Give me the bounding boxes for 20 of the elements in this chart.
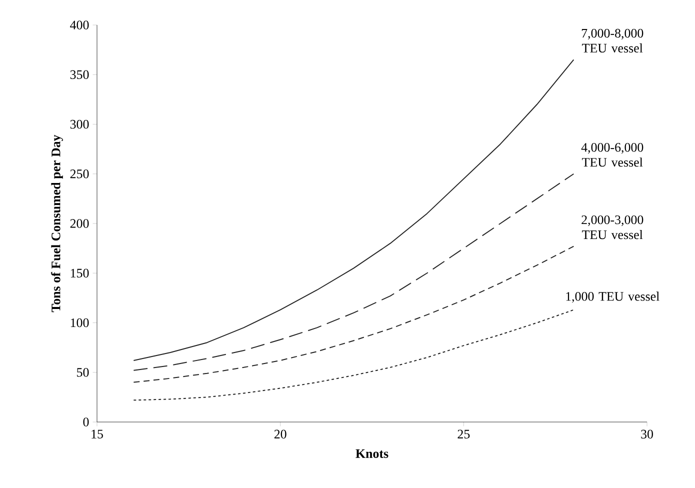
y-tick-label: 150 (70, 268, 89, 278)
x-tick-label: 30 (641, 430, 653, 439)
y-tick-label: 300 (70, 120, 89, 129)
y-tick-label: 250 (70, 170, 89, 178)
y-tick-label: 100 (70, 318, 89, 328)
line-series (133, 309, 574, 401)
series-label: 1,000 TEU vessel (566, 292, 660, 303)
y-tick-label: 350 (70, 70, 89, 79)
y-tick-label: 50 (77, 368, 89, 377)
x-tick-label: 20 (274, 430, 286, 439)
y-tick-label: 200 (70, 219, 89, 228)
x-tick-label: 15 (92, 430, 103, 438)
x-tick-label: 25 (458, 430, 470, 438)
y-tick-label: 400 (70, 20, 89, 30)
series-label: 2,000-3,000 TEU vessel (582, 215, 644, 240)
y-axis-title: Tons of Fuel Consumed per Day (51, 134, 63, 312)
series-label: 7,000-8,000 TEU vessel (582, 28, 644, 53)
series-label: 4,000-6,000 TEU vessel (581, 143, 644, 167)
y-tick-label: 0 (83, 418, 89, 426)
x-axis-title: Knots (356, 449, 388, 458)
